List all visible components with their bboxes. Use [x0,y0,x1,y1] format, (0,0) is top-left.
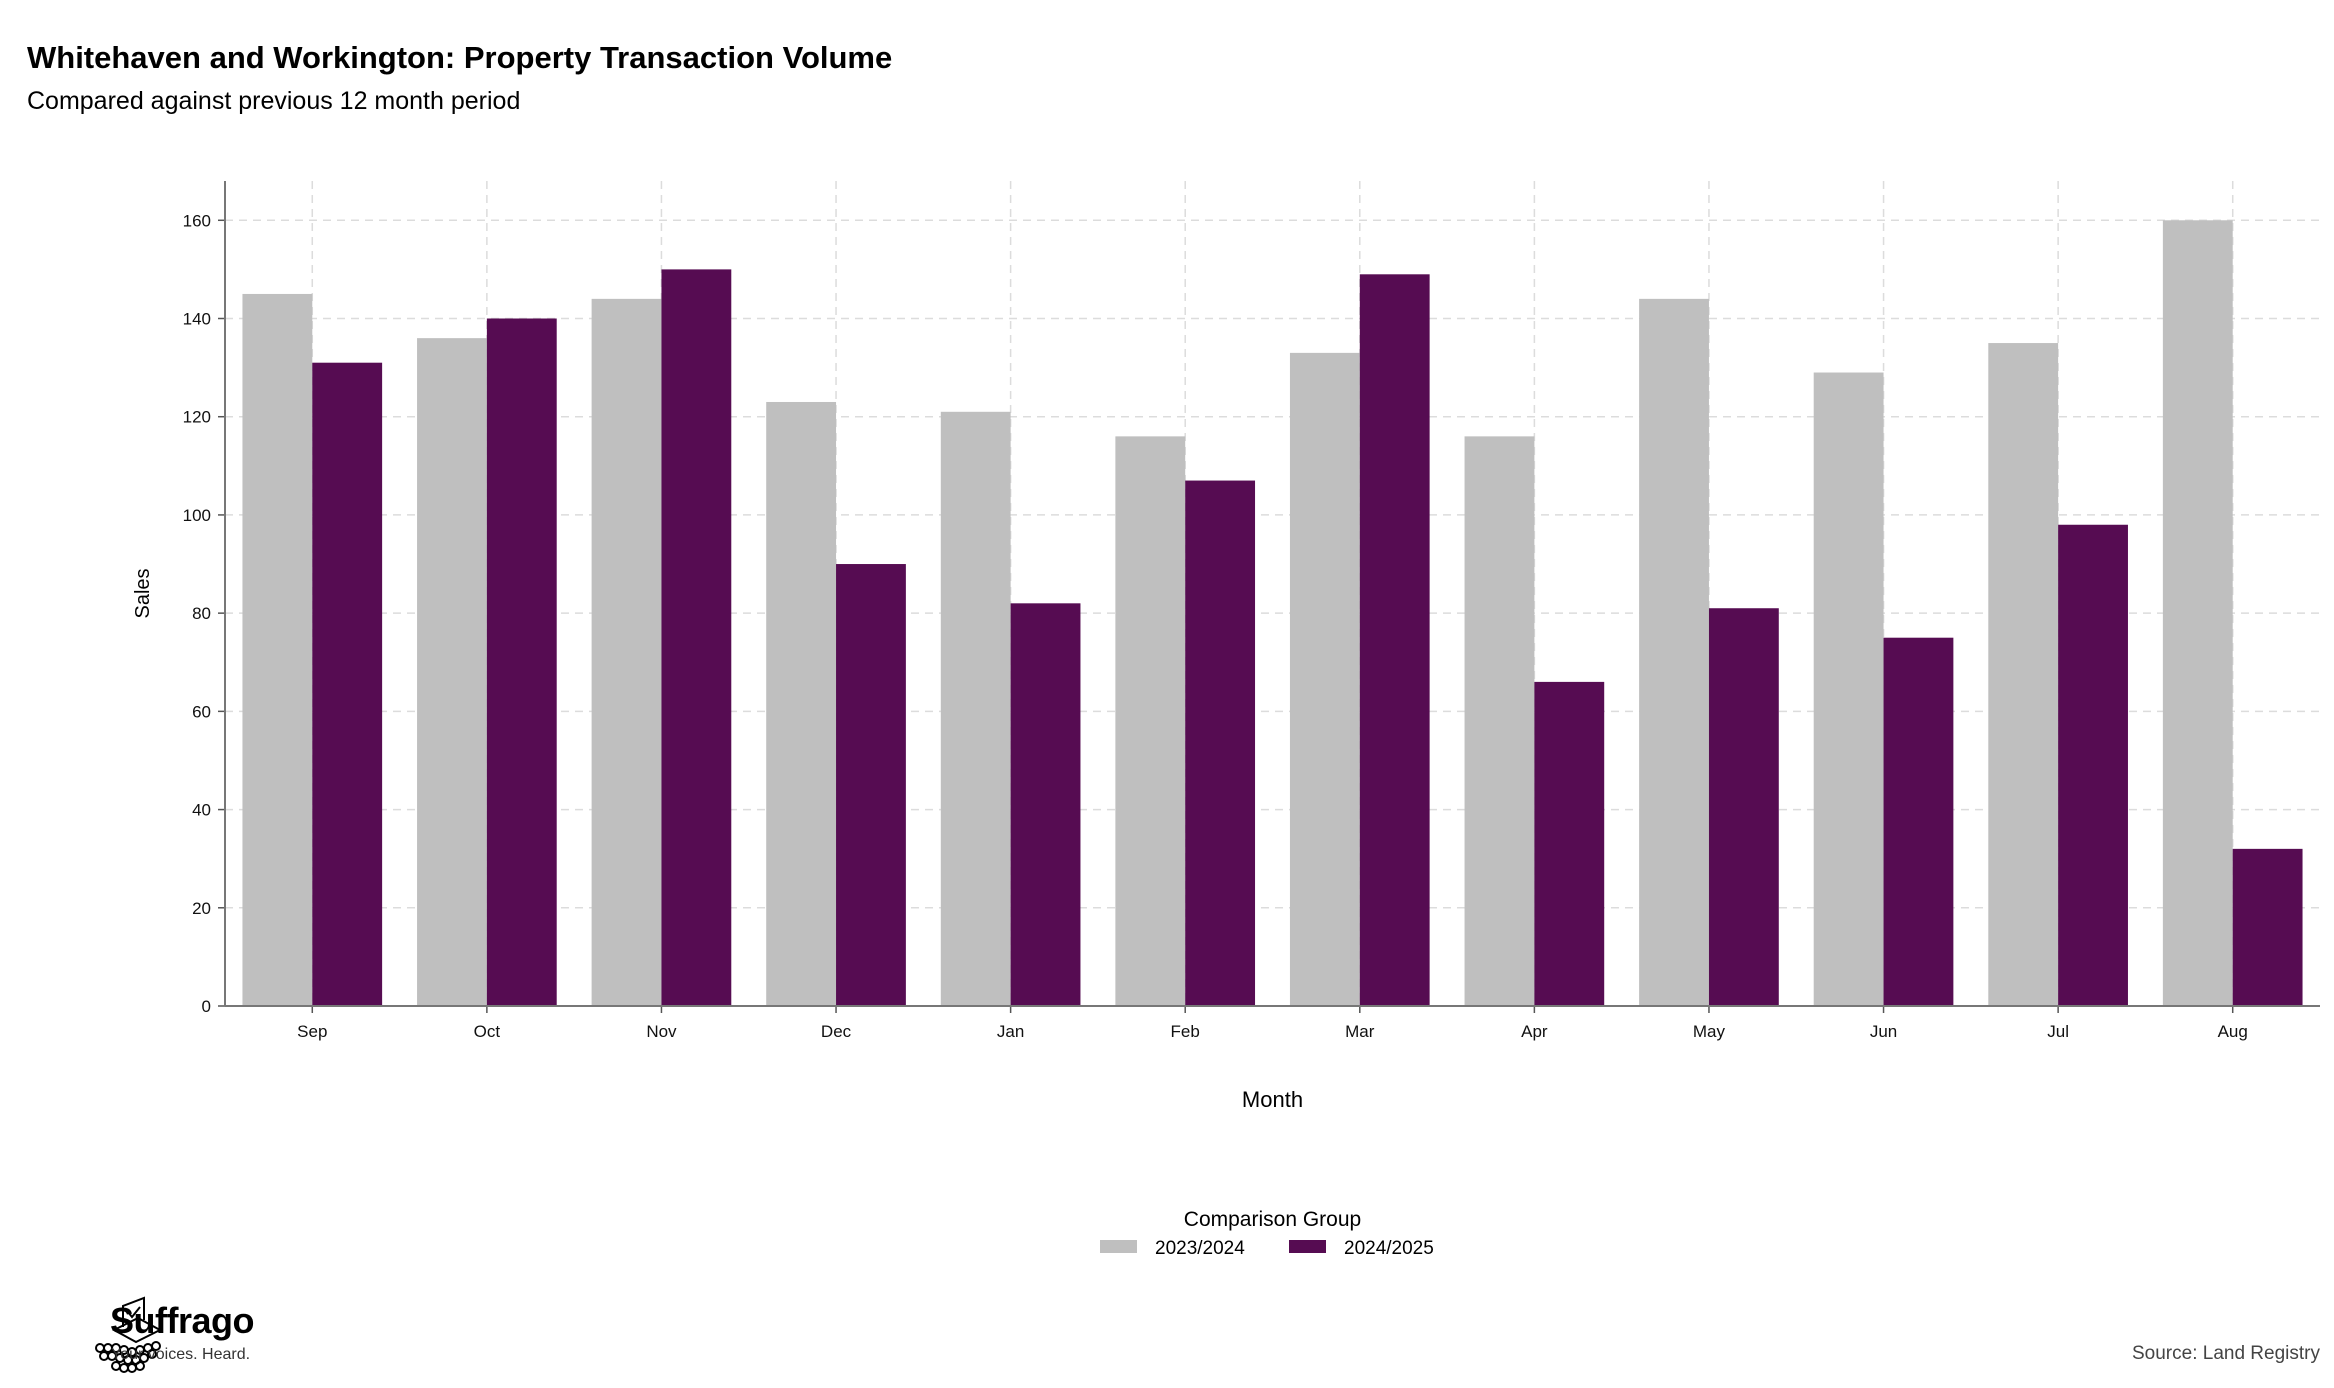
y-tick-label: 100 [183,506,211,525]
y-tick-label: 60 [192,702,211,721]
y-tick-label: 0 [202,997,211,1016]
x-tick-label: Sep [297,1022,327,1041]
x-tick-label: Oct [474,1022,501,1041]
axis-labels: 0 20 40 60 80 100 120 140 160 Sep Oct Nov Dec Jan Feb M… [132,211,2248,1112]
bar-2023-2024-jan [940,411,1011,1006]
bar-2024-2025-nov [661,269,732,1007]
x-tick-label: May [1693,1022,1726,1041]
x-tick-label: Apr [1521,1022,1548,1041]
x-tick-label: Nov [646,1022,677,1041]
bar-2024-2025-jan [1010,603,1081,1006]
y-tick-label: 120 [183,408,211,427]
legend-swatch [1289,1240,1326,1253]
bar-2024-2025-dec [836,564,906,1006]
bar-2023-2024-apr [1464,436,1535,1006]
bar-2023-2024-aug [2162,220,2233,1007]
legend-title: Comparison Group [1184,1208,1361,1231]
legend-swatch [1100,1240,1137,1253]
legend-label: 2024/2025 [1344,1238,1434,1259]
bar-2023-2024-feb [1115,436,1186,1006]
y-tick-label: 20 [192,899,211,918]
chart-subtitle: Compared against previous 12 month perio… [27,87,521,115]
bar-chart: 0 20 40 60 80 100 120 140 160 Sep Oct Nov Dec Jan Feb M… [132,181,2320,1259]
bar-2023-2024-sep [242,293,313,1007]
bar-2024-2025-oct [486,318,557,1006]
x-tick-label: Jan [997,1022,1024,1041]
brand-name: Suffrago [110,1300,255,1341]
x-tick-label: Jun [1870,1022,1897,1041]
bar-2024-2025-jun [1883,637,1954,1006]
y-tick-label: 160 [183,211,211,230]
bar-2024-2025-sep [312,362,383,1007]
bar-2024-2025-mar [1359,274,1430,1006]
bar-2023-2024-oct [417,338,487,1007]
chart-title: Whitehaven and Workington: Property Tran… [27,40,893,75]
y-tick-label: 40 [192,801,211,820]
x-tick-label: Dec [821,1022,852,1041]
brand-tagline: Your voices. Heard. [111,1346,251,1363]
bar-2023-2024-nov [591,298,662,1006]
x-tick-label: Aug [2218,1022,2248,1041]
y-axis-title: Sales [132,568,154,618]
bar-2023-2024-mar [1289,352,1360,1006]
y-tick-label: 140 [183,310,211,329]
bar-2023-2024-jul [1988,343,2059,1006]
x-axis-title: Month [1242,1087,1303,1112]
bar-2024-2025-apr [1534,681,1605,1006]
ballot-box-logo-icon [95,1296,163,1373]
legend-label: 2023/2024 [1155,1238,1245,1259]
y-tick-label: 80 [192,604,211,623]
axes [218,181,2320,1013]
bar-2023-2024-dec [766,401,837,1006]
legend: Comparison Group 2023/2024 2024/2025 [1100,1208,1434,1259]
bar-2023-2024-may [1639,298,1709,1006]
bars [242,220,2303,1007]
bar-2024-2025-may [1708,608,1779,1006]
x-tick-label: Mar [1345,1022,1375,1041]
bar-2024-2025-jul [2058,524,2128,1006]
x-tick-label: Jul [2047,1022,2069,1041]
bar-2023-2024-jun [1813,372,1884,1007]
x-tick-label: Feb [1171,1022,1200,1041]
source-note: Source: Land Registry [2132,1343,2320,1364]
bar-2024-2025-feb [1185,480,1256,1006]
bar-2024-2025-aug [2232,848,2303,1006]
